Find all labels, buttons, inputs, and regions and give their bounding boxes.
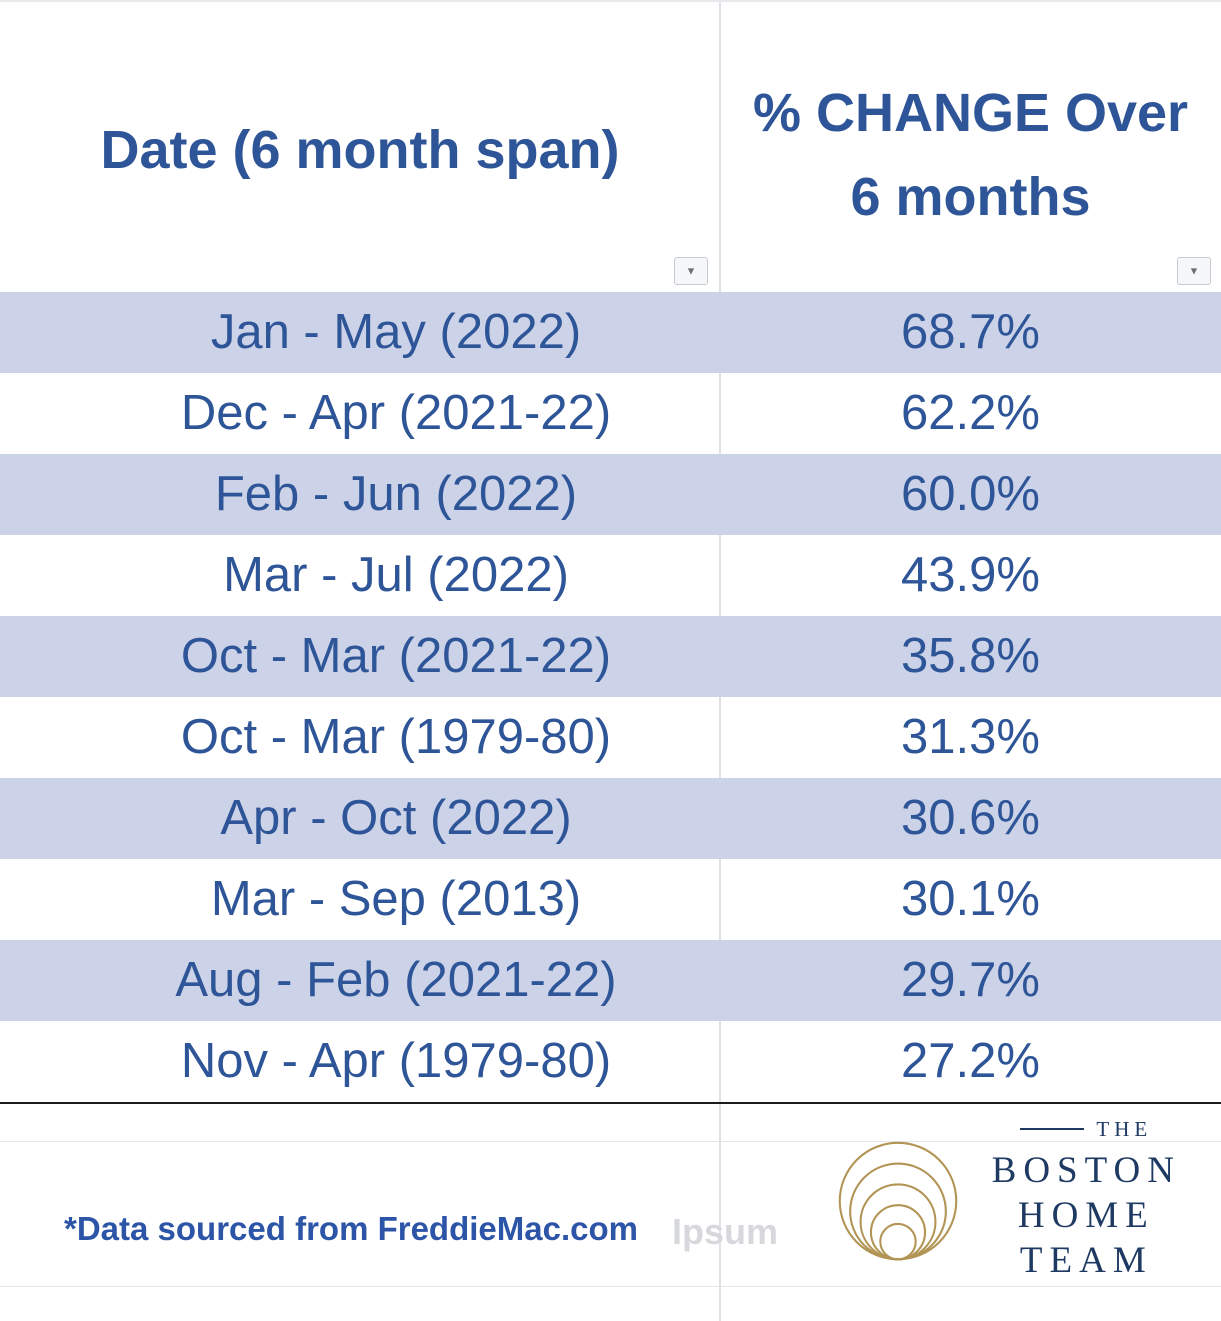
table-row: Nov - Apr (1979-80) 27.2% <box>0 1021 1221 1102</box>
date-cell[interactable]: Feb - Jun (2022) <box>214 467 578 521</box>
change-cell[interactable]: 35.8% <box>901 629 1040 683</box>
date-cell[interactable]: Mar - Jul (2022) <box>223 548 569 602</box>
change-cell[interactable]: 30.1% <box>901 872 1040 926</box>
change-cell[interactable]: 43.9% <box>901 548 1040 602</box>
logo-the-row: THE <box>1020 1117 1152 1142</box>
date-cell[interactable]: Nov - Apr (1979-80) <box>180 1034 612 1088</box>
table-row: Oct - Mar (2021-22) 35.8% <box>0 616 1221 697</box>
boston-home-team-logo: THE BOSTON HOME TEAM <box>820 1110 1181 1290</box>
watermark-text: Ipsum <box>672 1211 779 1252</box>
date-cell[interactable]: Jan - May (2022) <box>210 305 582 359</box>
table-body: Jan - May (2022) 68.7% Dec - Apr (2021-2… <box>0 292 1221 1102</box>
logo-word-boston: BOSTON <box>991 1149 1181 1191</box>
filter-dropdown-icon: ▼ <box>1188 264 1200 278</box>
table-row: Oct - Mar (1979-80) 31.3% <box>0 697 1221 778</box>
date-cell[interactable]: Aug - Feb (2021-22) <box>175 953 617 1007</box>
change-cell[interactable]: 29.7% <box>901 953 1040 1007</box>
data-source-note: *Data sourced from FreddieMac.com <box>64 1210 638 1247</box>
table-row: Mar - Sep (2013) 30.1% <box>0 859 1221 940</box>
table-row: Mar - Jul (2022) 43.9% <box>0 535 1221 616</box>
logo-word-team: TEAM <box>1019 1240 1153 1282</box>
table-row: Dec - Apr (2021-22) 62.2% <box>0 373 1221 454</box>
filter-button-date[interactable]: ▼ <box>674 257 708 285</box>
header-date-label: Date (6 month span) <box>100 120 620 180</box>
change-cell[interactable]: 62.2% <box>901 386 1040 440</box>
header-change-line2: 6 months <box>850 166 1091 227</box>
date-cell[interactable]: Apr - Oct (2022) <box>220 791 572 845</box>
header-cell-change[interactable]: % CHANGE Over 6 months ▼ <box>720 2 1221 292</box>
change-cell[interactable]: 31.3% <box>901 710 1040 764</box>
table-row: Aug - Feb (2021-22) 29.7% <box>0 940 1221 1021</box>
filter-button-change[interactable]: ▼ <box>1177 257 1211 285</box>
change-cell[interactable]: 27.2% <box>901 1034 1040 1088</box>
header-change-line1: % CHANGE Over <box>752 83 1189 143</box>
change-cell[interactable]: 30.6% <box>901 791 1040 845</box>
table-row: Jan - May (2022) 68.7% <box>0 292 1221 373</box>
table-header: Date (6 month span) ▼ % CHANGE Over 6 mo… <box>0 2 1221 292</box>
change-cell[interactable]: 68.7% <box>901 305 1040 359</box>
concentric-circles-icon <box>838 1141 957 1261</box>
header-cell-date[interactable]: Date (6 month span) ▼ <box>0 2 720 292</box>
filter-dropdown-icon: ▼ <box>685 264 697 278</box>
change-cell[interactable]: 60.0% <box>901 467 1040 521</box>
logo-word-the: THE <box>1096 1116 1153 1141</box>
date-cell[interactable]: Oct - Mar (1979-80) <box>180 710 612 764</box>
table-row: Feb - Jun (2022) 60.0% <box>0 454 1221 535</box>
logo-word-home: HOME <box>1017 1194 1155 1236</box>
row-gridline <box>0 1286 1221 1287</box>
header-change-label: % CHANGE Over 6 months <box>720 72 1221 239</box>
date-cell[interactable]: Oct - Mar (2021-22) <box>180 629 612 683</box>
table-row: Apr - Oct (2022) 30.6% <box>0 778 1221 859</box>
logo-wordmark: THE BOSTON HOME TEAM <box>992 1117 1181 1283</box>
date-cell[interactable]: Mar - Sep (2013) <box>210 872 582 926</box>
table-bottom-border <box>0 1102 1221 1104</box>
row-gridline <box>0 1141 1221 1142</box>
logo-rule <box>1020 1128 1085 1131</box>
date-cell[interactable]: Dec - Apr (2021-22) <box>180 386 612 440</box>
